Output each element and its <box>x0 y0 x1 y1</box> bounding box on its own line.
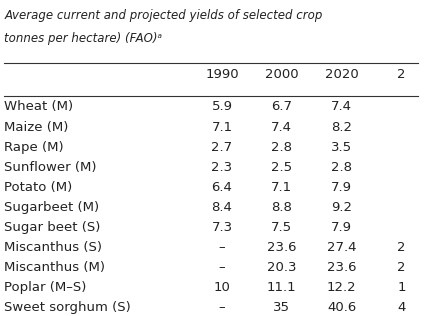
Text: 2.8: 2.8 <box>271 141 292 154</box>
Text: 8.2: 8.2 <box>330 120 351 134</box>
Text: 6.7: 6.7 <box>271 100 292 113</box>
Text: 7.1: 7.1 <box>211 120 232 134</box>
Text: 23.6: 23.6 <box>326 261 356 274</box>
Text: 7.3: 7.3 <box>211 221 232 234</box>
Text: tonnes per hectare) (FAO)ᵃ: tonnes per hectare) (FAO)ᵃ <box>4 33 162 46</box>
Text: 2.7: 2.7 <box>211 141 232 154</box>
Text: Potato (M): Potato (M) <box>4 181 72 194</box>
Text: Sugarbeet (M): Sugarbeet (M) <box>4 201 99 214</box>
Text: Sweet sorghum (S): Sweet sorghum (S) <box>4 301 131 314</box>
Text: –: – <box>218 241 225 254</box>
Text: 7.4: 7.4 <box>330 100 351 113</box>
Text: Poplar (M–S): Poplar (M–S) <box>4 281 86 294</box>
Text: 23.6: 23.6 <box>266 241 296 254</box>
Text: 27.4: 27.4 <box>326 241 356 254</box>
Text: 7.1: 7.1 <box>271 181 292 194</box>
Text: 2.3: 2.3 <box>211 161 232 174</box>
Text: 20.3: 20.3 <box>266 261 296 274</box>
Text: 40.6: 40.6 <box>326 301 355 314</box>
Text: Sunflower (M): Sunflower (M) <box>4 161 97 174</box>
Text: 7.9: 7.9 <box>330 181 351 194</box>
Text: 7.5: 7.5 <box>271 221 292 234</box>
Text: 10: 10 <box>213 281 230 294</box>
Text: Miscanthus (S): Miscanthus (S) <box>4 241 102 254</box>
Text: Average current and projected yields of selected crop: Average current and projected yields of … <box>4 9 322 22</box>
Text: Maize (M): Maize (M) <box>4 120 69 134</box>
Text: Sugar beet (S): Sugar beet (S) <box>4 221 101 234</box>
Text: 11.1: 11.1 <box>266 281 296 294</box>
Text: 12.2: 12.2 <box>326 281 356 294</box>
Text: 2020: 2020 <box>324 68 358 81</box>
Text: 2: 2 <box>396 261 405 274</box>
Text: 2000: 2000 <box>265 68 298 81</box>
Text: 8.4: 8.4 <box>211 201 232 214</box>
Text: 2.8: 2.8 <box>330 161 351 174</box>
Text: 3.5: 3.5 <box>330 141 351 154</box>
Text: 4: 4 <box>396 301 405 314</box>
Text: 5.9: 5.9 <box>211 100 232 113</box>
Text: 2: 2 <box>396 241 405 254</box>
Text: 9.2: 9.2 <box>330 201 351 214</box>
Text: Miscanthus (M): Miscanthus (M) <box>4 261 105 274</box>
Text: –: – <box>218 301 225 314</box>
Text: 2.5: 2.5 <box>271 161 292 174</box>
Text: Rape (M): Rape (M) <box>4 141 64 154</box>
Text: 1: 1 <box>396 281 405 294</box>
Text: 6.4: 6.4 <box>211 181 232 194</box>
Text: 7.4: 7.4 <box>271 120 292 134</box>
Text: Wheat (M): Wheat (M) <box>4 100 73 113</box>
Text: –: – <box>218 261 225 274</box>
Text: 35: 35 <box>273 301 290 314</box>
Text: 2: 2 <box>396 68 405 81</box>
Text: 7.9: 7.9 <box>330 221 351 234</box>
Text: 1990: 1990 <box>205 68 238 81</box>
Text: 8.8: 8.8 <box>271 201 291 214</box>
